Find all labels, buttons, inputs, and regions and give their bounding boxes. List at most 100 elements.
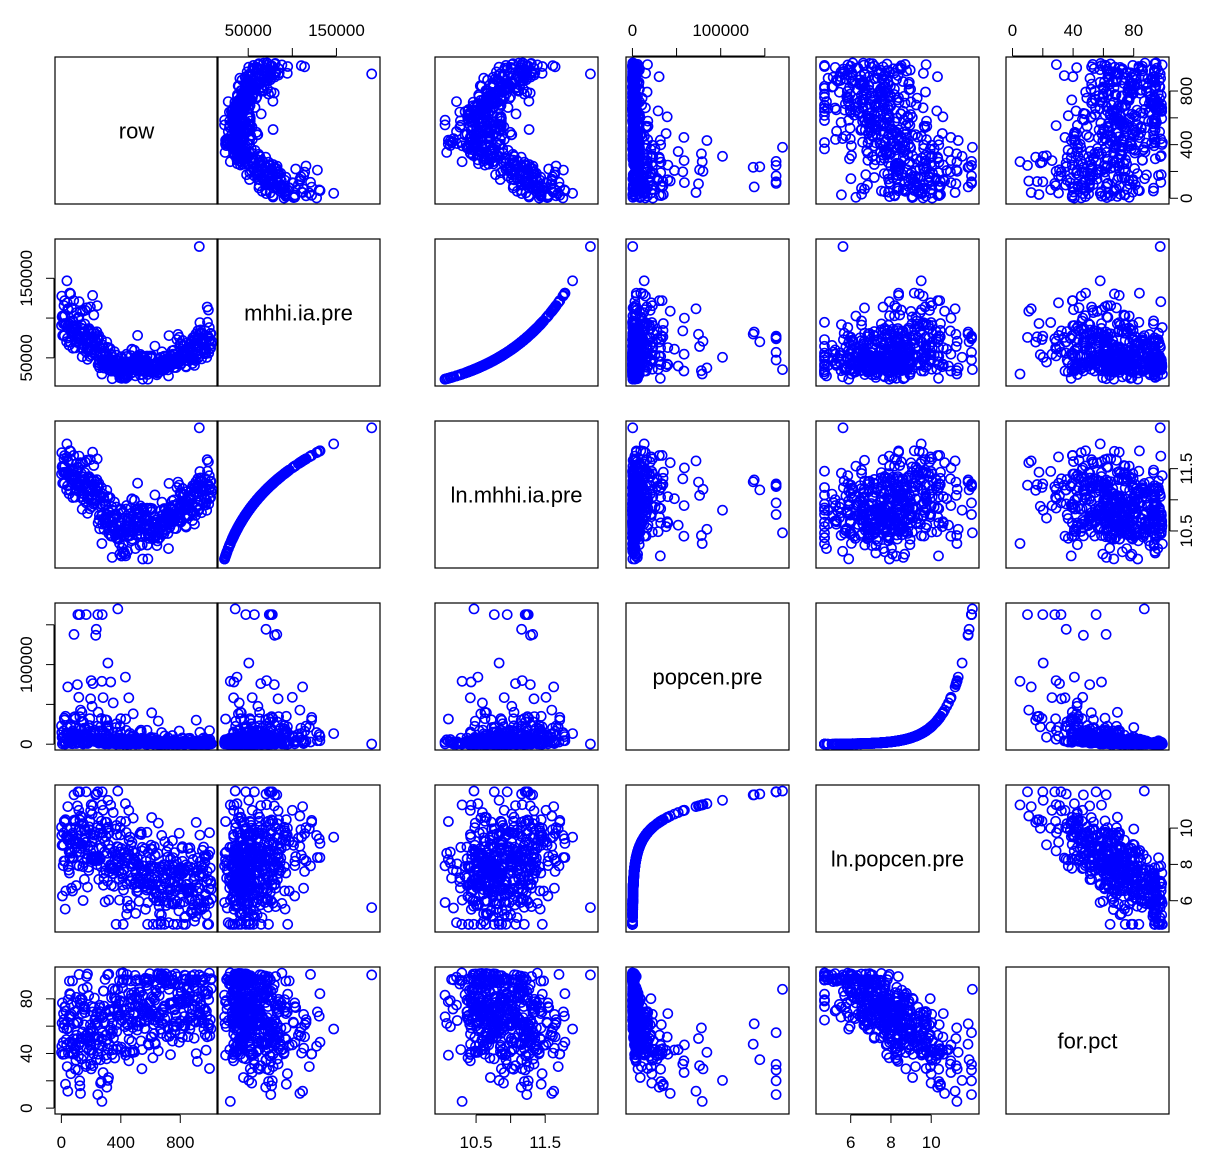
data-point — [859, 302, 870, 314]
data-point — [660, 128, 672, 139]
data-point — [748, 181, 760, 193]
right-tick-label: 8 — [1177, 860, 1196, 869]
data-point — [281, 67, 293, 79]
data-point — [1068, 304, 1079, 316]
panel-points-0-5 — [1014, 57, 1168, 204]
right-tick-label: 0 — [1177, 194, 1196, 203]
y-tick-label: 80 — [17, 989, 36, 1008]
panel-frame-4-3 — [625, 784, 790, 933]
right-tick-label: 10 — [1177, 819, 1196, 838]
data-point — [585, 68, 596, 80]
data-point — [269, 58, 281, 69]
data-point — [1033, 318, 1045, 329]
data-point — [193, 241, 205, 252]
data-point — [311, 164, 323, 176]
points-layer — [56, 57, 1168, 1107]
data-point — [845, 173, 857, 185]
top-tick-label: 150000 — [308, 21, 365, 40]
data-point — [1025, 303, 1037, 315]
x-tick-label: 11.5 — [529, 1133, 561, 1152]
data-point — [1154, 241, 1166, 252]
data-point — [1050, 120, 1062, 131]
data-point — [1053, 297, 1064, 309]
data-point — [1083, 131, 1095, 143]
data-point — [263, 59, 275, 70]
data-point — [222, 96, 234, 107]
panel-frame-0-3 — [625, 56, 790, 205]
panel-frame-3-1 — [216, 602, 381, 751]
panel-frame-2-4 — [815, 420, 980, 569]
data-point — [754, 161, 766, 173]
data-point — [282, 61, 294, 72]
panel-frame-0-4 — [815, 56, 980, 205]
panel-frame-5-3 — [625, 966, 790, 1115]
top-tick-label: 0 — [628, 21, 637, 40]
x-tick-label: 0 — [57, 1133, 66, 1152]
data-point — [915, 275, 927, 287]
data-point — [717, 150, 728, 162]
data-point — [678, 131, 690, 143]
data-point — [1023, 305, 1035, 317]
data-point — [451, 96, 462, 107]
panel-frame-3-2 — [434, 602, 599, 751]
panel-frame-0-5 — [1005, 56, 1170, 205]
data-point — [819, 137, 830, 148]
panel-frame-5-1 — [216, 966, 381, 1115]
diagonal-label: mhhi.ia.pre — [244, 301, 353, 326]
data-point — [638, 275, 650, 287]
x-tick-label: 400 — [107, 1133, 135, 1152]
panel-frame-3-5 — [1005, 602, 1170, 751]
data-point — [777, 141, 788, 153]
panel-frame-2-2 — [434, 420, 599, 569]
panel-frame-1-3 — [625, 238, 790, 387]
data-point — [933, 372, 944, 384]
data-point — [300, 160, 312, 172]
right-tick-label: 400 — [1177, 130, 1196, 158]
data-point — [73, 296, 85, 308]
x-tick-label: 10.5 — [460, 1133, 493, 1152]
panel-frame-1-1 — [216, 238, 381, 387]
y-tick-label: 0 — [17, 739, 36, 748]
data-point — [754, 336, 766, 348]
data-point — [652, 105, 664, 117]
data-point — [920, 59, 932, 70]
top-tick-label: 80 — [1124, 21, 1143, 40]
data-point — [678, 365, 690, 377]
data-point — [653, 71, 665, 83]
diagonal-label: ln.popcen.pre — [831, 847, 964, 872]
panel-frame-2-5 — [1005, 420, 1170, 569]
data-point — [956, 351, 968, 363]
data-point — [949, 187, 961, 198]
data-point — [967, 141, 978, 153]
data-point — [276, 59, 288, 71]
panel-frame-5-2 — [434, 966, 599, 1115]
data-point — [678, 155, 690, 166]
data-point — [672, 360, 684, 372]
panel-frame-4-5 — [1005, 784, 1170, 933]
data-point — [679, 312, 690, 324]
data-point — [905, 305, 917, 317]
data-point — [920, 86, 931, 98]
data-point — [690, 187, 702, 198]
y-tick-label: 0 — [17, 1103, 36, 1112]
data-point — [1058, 70, 1070, 81]
panels-layer: rowmhhi.ia.preln.mhhi.ia.prepopcen.preln… — [54, 56, 1170, 1115]
data-point — [1066, 94, 1078, 106]
data-point — [678, 348, 690, 360]
data-point — [1094, 275, 1106, 287]
top-tick-label: 100000 — [692, 21, 749, 40]
panel-frame-2-1 — [216, 420, 381, 569]
data-point — [897, 76, 909, 87]
panel-frame-1-5 — [1005, 238, 1170, 387]
data-point — [328, 187, 340, 199]
right-tick-label: 800 — [1177, 77, 1196, 105]
data-point — [567, 275, 578, 287]
data-point — [260, 151, 272, 163]
panel-points-1-3 — [627, 241, 788, 385]
data-point — [642, 59, 653, 70]
diagonal-label: for.pct — [1058, 1029, 1118, 1054]
panel-points-0-4 — [819, 57, 978, 204]
data-point — [701, 362, 713, 374]
panel-frame-4-0 — [54, 784, 219, 933]
